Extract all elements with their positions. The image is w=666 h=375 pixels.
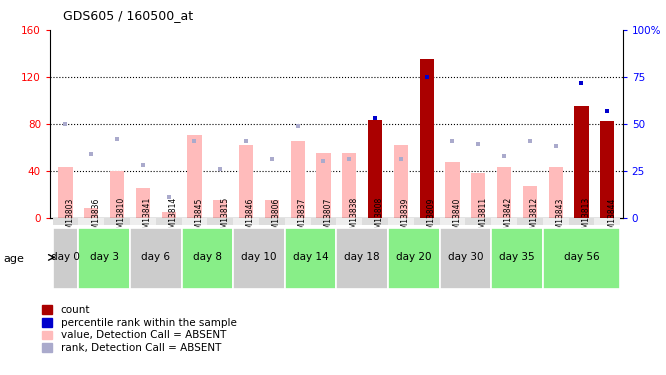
Bar: [440, 217, 466, 225]
Text: GSM13806: GSM13806: [272, 197, 281, 238]
Bar: [79, 228, 130, 289]
Text: day 10: day 10: [241, 252, 276, 262]
Bar: [342, 153, 356, 218]
Text: day 35: day 35: [499, 252, 535, 262]
Bar: [316, 153, 330, 218]
Text: day 8: day 8: [193, 252, 222, 262]
Bar: [79, 217, 104, 225]
Text: GSM13842: GSM13842: [504, 197, 513, 238]
Bar: [394, 145, 408, 218]
Bar: [104, 217, 130, 225]
Bar: [471, 173, 486, 217]
Text: day 14: day 14: [293, 252, 328, 262]
Bar: [574, 106, 589, 218]
Text: GSM13839: GSM13839: [401, 197, 410, 238]
Bar: [569, 217, 594, 225]
Bar: [497, 167, 511, 217]
Bar: [440, 228, 491, 289]
Bar: [368, 120, 382, 218]
Text: day 18: day 18: [344, 252, 380, 262]
Bar: [182, 217, 207, 225]
Bar: [156, 217, 182, 225]
Text: GDS605 / 160500_at: GDS605 / 160500_at: [63, 9, 193, 22]
Bar: [549, 167, 563, 217]
Text: GSM13836: GSM13836: [91, 197, 100, 238]
Bar: [53, 228, 79, 289]
Bar: [285, 228, 336, 289]
Bar: [290, 141, 305, 218]
Text: GSM13845: GSM13845: [194, 197, 203, 238]
Bar: [543, 228, 620, 289]
Text: GSM13844: GSM13844: [607, 197, 616, 238]
Bar: [233, 217, 259, 225]
Text: GSM13803: GSM13803: [65, 197, 75, 238]
Bar: [285, 217, 310, 225]
Bar: [466, 217, 491, 225]
Bar: [414, 217, 440, 225]
Text: GSM13841: GSM13841: [143, 197, 152, 238]
Bar: [600, 122, 614, 218]
Bar: [310, 217, 336, 225]
Bar: [130, 228, 182, 289]
Text: GSM13846: GSM13846: [246, 197, 255, 238]
Legend: count, percentile rank within the sample, value, Detection Call = ABSENT, rank, : count, percentile rank within the sample…: [42, 305, 236, 353]
Bar: [187, 135, 202, 218]
Text: GSM13840: GSM13840: [452, 197, 462, 238]
Bar: [259, 217, 285, 225]
Bar: [130, 217, 156, 225]
Bar: [53, 217, 79, 225]
Text: GSM13807: GSM13807: [324, 197, 332, 238]
Bar: [543, 217, 569, 225]
Bar: [420, 59, 434, 217]
Text: day 3: day 3: [90, 252, 119, 262]
Text: GSM13810: GSM13810: [117, 197, 126, 238]
Bar: [388, 228, 440, 289]
Bar: [84, 208, 99, 218]
Bar: [233, 228, 285, 289]
Text: day 56: day 56: [563, 252, 599, 262]
Text: GSM13838: GSM13838: [349, 197, 358, 238]
Bar: [446, 162, 460, 218]
Text: GSM13811: GSM13811: [478, 197, 488, 238]
Text: GSM13843: GSM13843: [555, 197, 565, 238]
Bar: [207, 217, 233, 225]
Text: GSM13814: GSM13814: [168, 197, 178, 238]
Bar: [136, 188, 150, 218]
Text: day 6: day 6: [141, 252, 170, 262]
Bar: [491, 228, 543, 289]
Bar: [336, 228, 388, 289]
Bar: [594, 217, 620, 225]
Bar: [182, 228, 233, 289]
Text: GSM13813: GSM13813: [581, 197, 591, 238]
Text: GSM13815: GSM13815: [220, 197, 229, 238]
Bar: [491, 217, 517, 225]
Bar: [162, 211, 176, 217]
Bar: [388, 217, 414, 225]
Bar: [523, 186, 537, 218]
Text: day 0: day 0: [51, 252, 80, 262]
Bar: [239, 145, 253, 218]
Text: day 30: day 30: [448, 252, 483, 262]
Bar: [110, 171, 124, 217]
Bar: [59, 167, 73, 217]
Text: GSM13812: GSM13812: [530, 197, 539, 238]
Bar: [264, 200, 279, 217]
Bar: [336, 217, 362, 225]
Text: age: age: [3, 254, 24, 264]
Text: day 20: day 20: [396, 252, 432, 262]
Text: GSM13837: GSM13837: [298, 197, 306, 238]
Bar: [213, 200, 227, 217]
Text: GSM13809: GSM13809: [427, 197, 436, 238]
Text: GSM13808: GSM13808: [375, 197, 384, 238]
Bar: [517, 217, 543, 225]
Bar: [362, 217, 388, 225]
